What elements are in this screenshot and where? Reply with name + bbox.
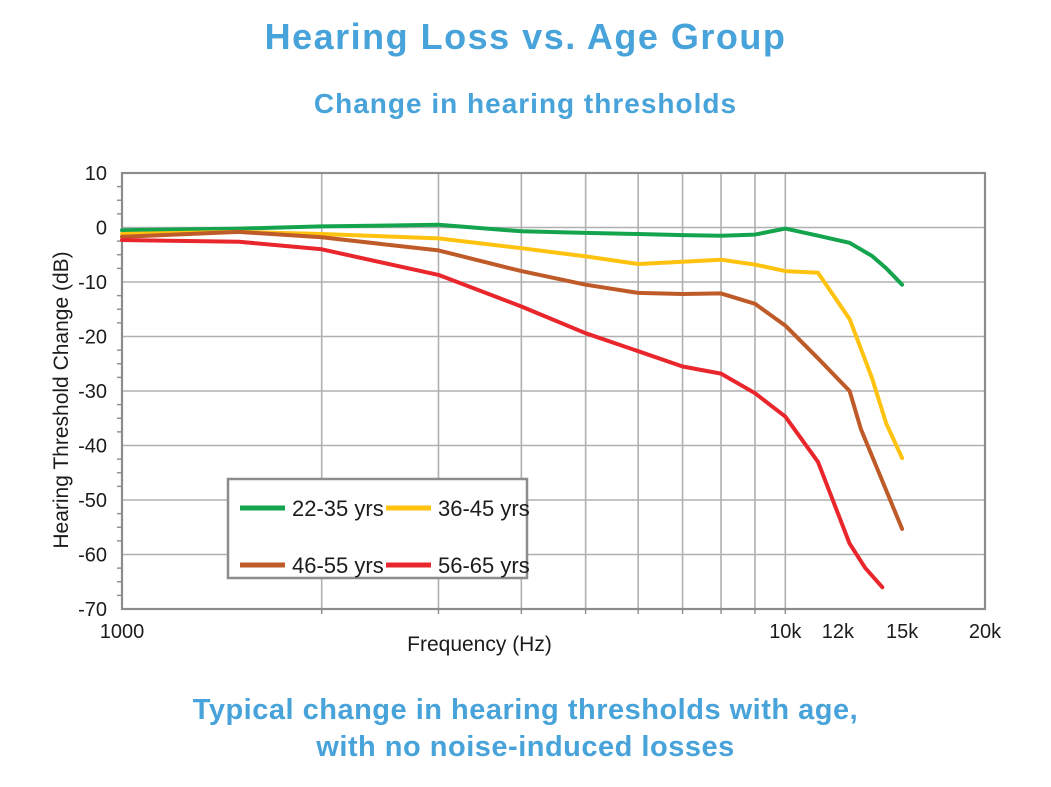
series-line-56-65-yrs [120, 238, 885, 590]
y-axis-title: Hearing Threshold Change (dB) [50, 251, 73, 548]
x-axis-title: Frequency (Hz) [407, 633, 552, 656]
legend-label-36-45-yrs: 36-45 yrs [438, 496, 530, 521]
series-line-46-55-yrs [120, 229, 905, 531]
series-line-36-45-yrs [120, 229, 905, 460]
y-tick-label: -70 [78, 599, 107, 621]
x-tick-label: 20k [969, 621, 1002, 643]
chart-subtitle: Change in hearing thresholds [313, 88, 738, 119]
y-tick-label: -60 [78, 545, 107, 567]
caption-line-1: Typical change in hearing thresholds wit… [192, 694, 859, 726]
x-tick-label: 10k [769, 621, 802, 643]
y-tick-label: -50 [78, 490, 107, 512]
y-tick-label: 0 [96, 218, 107, 240]
legend-label-46-55-yrs: 46-55 yrs [292, 553, 384, 578]
legend-label-22-35-yrs: 22-35 yrs [292, 496, 384, 521]
y-tick-label: 10 [85, 163, 107, 185]
y-tick-label: -20 [78, 327, 107, 349]
chart-title: Hearing Loss vs. Age Group [264, 16, 787, 57]
y-tick-label: -10 [78, 272, 107, 294]
x-tick-label: 12k [822, 621, 855, 643]
x-tick-label: 1000 [100, 621, 145, 643]
series-line-22-35-yrs [120, 222, 905, 287]
legend-box [226, 477, 529, 580]
caption: Typical change in hearing thresholds wit… [0, 692, 1051, 766]
legend-label-56-65-yrs: 56-65 yrs [438, 553, 530, 578]
plot-frame [120, 171, 987, 611]
y-tick-label: -40 [78, 436, 107, 458]
x-tick-label: 15k [886, 621, 919, 643]
y-tick-label: -30 [78, 381, 107, 403]
caption-line-2: with no noise-induced losses [316, 731, 735, 763]
